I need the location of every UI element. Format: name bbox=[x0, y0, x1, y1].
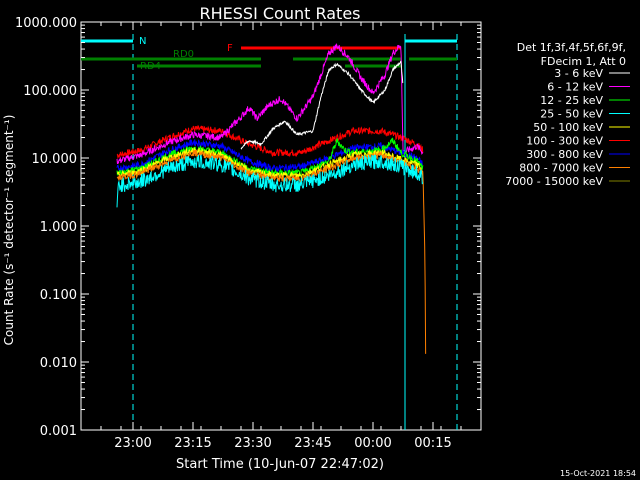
series-line bbox=[116, 149, 427, 354]
legend-entry-label: 25 - 50 keV bbox=[540, 108, 603, 121]
legend: Det 1f,3f,4f,5f,6f,9f,FDecim 1, Att 03 -… bbox=[505, 41, 630, 188]
y-tick-label: 100.000 bbox=[23, 84, 77, 99]
plot-frame bbox=[80, 21, 482, 431]
x-axis-ticks: 23:00 23:15 23:30 23:45 00:00 00:15 bbox=[80, 22, 482, 451]
footer-timestamp: 15-Oct-2021 18:54 bbox=[560, 469, 636, 478]
legend-header: Det 1f,3f,4f,5f,6f,9f, bbox=[517, 41, 626, 54]
legend-entry-label: 300 - 800 keV bbox=[526, 148, 603, 161]
y-tick-label: 10.000 bbox=[32, 152, 78, 167]
legend-entry-label: 100 - 300 keV bbox=[526, 135, 603, 148]
flag-label-rd4: RD4 bbox=[140, 61, 161, 72]
y-tick-label: 1.000 bbox=[40, 220, 77, 235]
series-line bbox=[116, 42, 424, 165]
legend-entry-label: 7000 - 15000 keV bbox=[505, 175, 603, 188]
x-tick-label: 00:15 bbox=[414, 436, 451, 451]
legend-entry-label: 800 - 7000 keV bbox=[519, 162, 603, 175]
flag-label-n: N bbox=[139, 36, 146, 47]
plot-area: N F RD0 RD4 bbox=[80, 21, 482, 431]
legend-entry-label: 12 - 25 keV bbox=[540, 94, 603, 107]
x-tick-label: 23:45 bbox=[294, 436, 331, 451]
series-line bbox=[116, 138, 424, 173]
series-line bbox=[240, 60, 404, 150]
legend-header: FDecim 1, Att 0 bbox=[541, 55, 626, 68]
legend-entry-label: 50 - 100 keV bbox=[533, 121, 603, 134]
x-tick-label: 23:15 bbox=[174, 436, 211, 451]
legend-entry-label: 6 - 12 keV bbox=[547, 81, 603, 94]
series-line bbox=[116, 154, 424, 208]
series-line bbox=[116, 147, 424, 181]
flag-label-f: F bbox=[227, 43, 233, 54]
y-tick-label: 1000.000 bbox=[15, 16, 77, 31]
flag-label-rd0: RD0 bbox=[173, 49, 194, 60]
legend-entry-label: 3 - 6 keV bbox=[554, 67, 603, 80]
series-line bbox=[116, 124, 424, 160]
y-tick-label: 0.010 bbox=[40, 356, 77, 371]
x-tick-label: 23:30 bbox=[234, 436, 271, 451]
x-tick-label: 23:00 bbox=[114, 436, 151, 451]
y-tick-label: 0.001 bbox=[40, 424, 77, 439]
chart-title: RHESSI Count Rates bbox=[200, 4, 361, 23]
y-axis-ticks: 1000.000 100.000 10.000 1.000 0.100 0.010 0.00… bbox=[15, 16, 481, 439]
y-axis-label: Count Rate (s⁻¹ detector⁻¹ segment⁻¹) bbox=[2, 115, 16, 346]
y-tick-label: 0.100 bbox=[40, 288, 77, 303]
x-tick-label: 00:00 bbox=[354, 436, 391, 451]
x-axis-label: Start Time (10-Jun-07 22:47:02) bbox=[176, 457, 384, 472]
